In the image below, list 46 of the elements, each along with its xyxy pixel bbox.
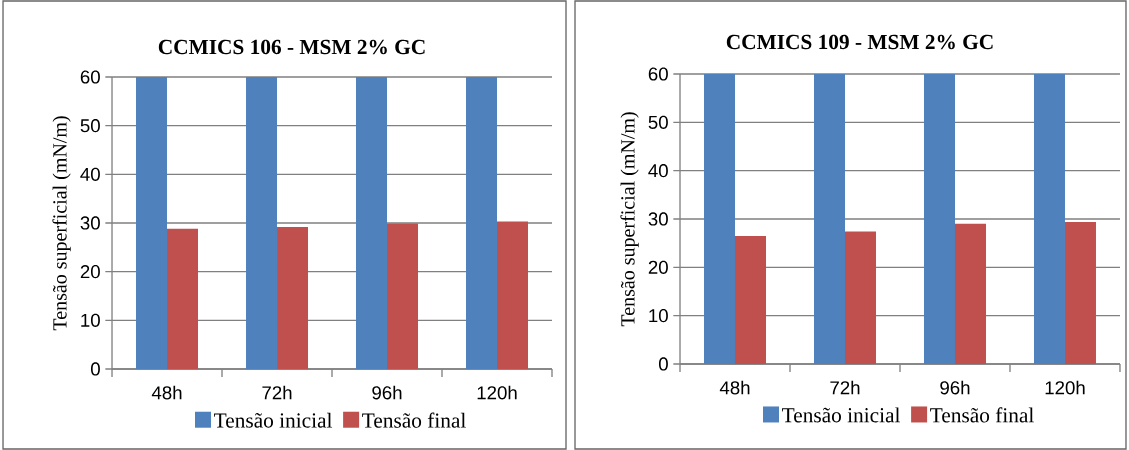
x-tick-label: 72h bbox=[262, 385, 292, 400]
bar bbox=[277, 226, 309, 369]
x-tick-label: 72h bbox=[830, 380, 860, 395]
x-tick-label: 96h bbox=[372, 385, 402, 400]
y-tick-label: 40 bbox=[80, 167, 100, 181]
chart-title: CCMICS 106 - MSM 2% GC bbox=[158, 39, 425, 55]
chart-title: CCMICS 109 - MSM 2% GC bbox=[726, 34, 993, 50]
x-tick-label: 120h bbox=[477, 385, 517, 400]
y-tick-label: 50 bbox=[648, 115, 668, 129]
bar bbox=[735, 235, 766, 364]
y-tick-label: 20 bbox=[648, 260, 668, 274]
x-tick-label: 48h bbox=[151, 385, 182, 400]
x-tick-label: 120h bbox=[1045, 380, 1085, 395]
bar bbox=[704, 74, 735, 364]
legend-label: Tensão inicial bbox=[782, 407, 901, 423]
bar bbox=[136, 77, 168, 369]
bar bbox=[167, 228, 199, 369]
bar bbox=[387, 223, 419, 369]
y-tick-label: 40 bbox=[648, 164, 668, 178]
bar bbox=[246, 77, 278, 369]
y-tick-label: 30 bbox=[648, 212, 668, 226]
y-tick-label: 60 bbox=[80, 70, 100, 84]
bar bbox=[466, 77, 497, 369]
bar bbox=[356, 77, 388, 369]
y-axis-title: Tensão superficial (mN/m) bbox=[620, 112, 639, 327]
bar bbox=[845, 231, 876, 364]
y-tick-label: 10 bbox=[649, 309, 668, 323]
bar bbox=[954, 223, 986, 364]
legend-label: Tensão final bbox=[930, 407, 1034, 423]
x-tick-label: 48h bbox=[719, 380, 750, 395]
y-tick-label: 60 bbox=[648, 67, 668, 81]
bar bbox=[923, 74, 955, 364]
y-axis-title: Tensão superficial (mN/m) bbox=[52, 116, 71, 331]
bar bbox=[1064, 221, 1096, 364]
y-tick-label: 30 bbox=[80, 216, 100, 230]
x-tick-label: 96h bbox=[940, 380, 970, 395]
bar bbox=[1033, 74, 1065, 364]
y-tick-label: 0 bbox=[658, 357, 668, 371]
y-tick-label: 20 bbox=[80, 265, 100, 279]
y-tick-label: 0 bbox=[90, 362, 100, 376]
bar bbox=[497, 221, 528, 369]
y-tick-label: 10 bbox=[81, 313, 100, 327]
legend-label: Tensão final bbox=[362, 412, 466, 428]
bar bbox=[814, 74, 845, 364]
y-tick-label: 50 bbox=[80, 119, 100, 133]
legend-label: Tensão inicial bbox=[214, 412, 333, 428]
